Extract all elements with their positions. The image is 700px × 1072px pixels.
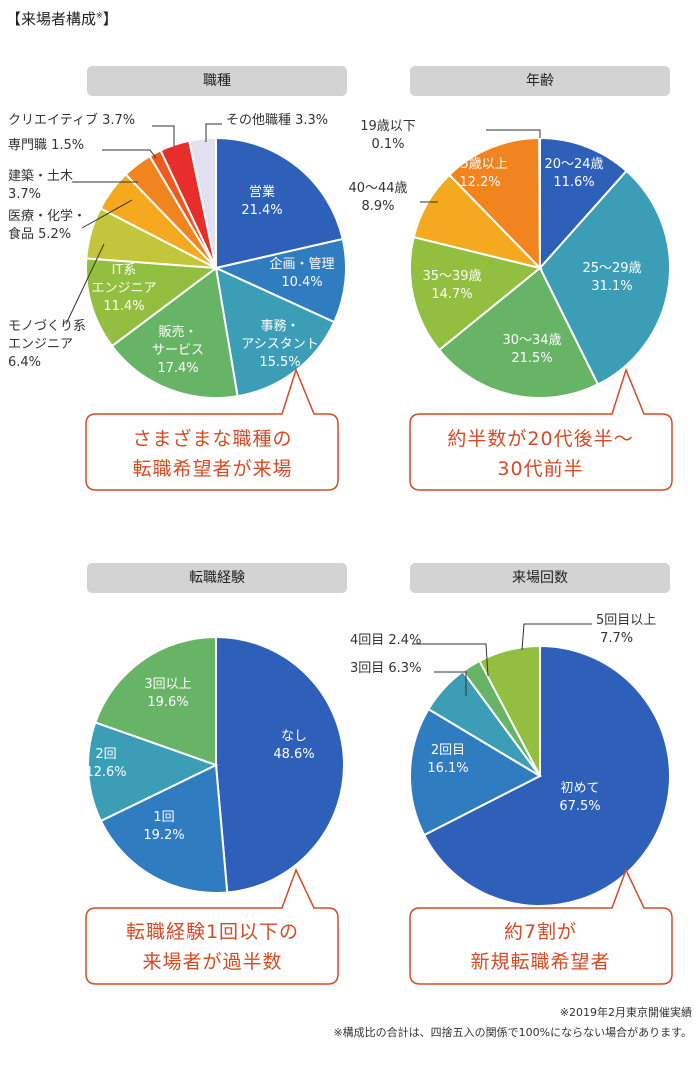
pie-slice — [99, 763, 229, 894]
leader-line — [81, 199, 133, 229]
pie-slice — [94, 635, 217, 767]
leader-line — [412, 643, 489, 677]
callout-bubble — [85, 367, 339, 491]
pie-slice — [110, 266, 239, 399]
pie-slice — [447, 136, 542, 271]
callout-line: 約半数が20代後半～ — [447, 428, 634, 450]
slice-label: 1回 19.2% — [143, 810, 184, 843]
chart-title-visit-count: 来場回数 — [410, 563, 670, 593]
leader-line — [521, 623, 592, 651]
pie-chart-2: なし 48.6% 1回 19.2% 2回 12.6% 3回以上 19.6% — [85, 635, 345, 894]
slice-label: 事務・アシスタント 15.5% — [241, 319, 318, 370]
slice-label: 30～34歳 21.5% — [502, 333, 561, 366]
slice-label: クリエイティブ 3.7% — [8, 112, 135, 128]
slice-label: 初めて 67.5% — [559, 781, 600, 814]
callout-bubble — [409, 868, 673, 985]
pie-slice — [215, 635, 345, 894]
leader-line — [434, 671, 467, 696]
slice-label: なし 48.6% — [273, 729, 314, 762]
callout-job-change: 転職経験1回以下の 来場者が過半数 — [85, 917, 340, 977]
callout-line: さまざまな職種の — [132, 428, 293, 450]
slice-label: 35～39歳 14.7% — [422, 269, 481, 302]
slice-label: 40～44歳 8.9% — [348, 181, 407, 214]
slice-label: 専門職 1.5% — [8, 138, 84, 153]
pie-slice — [538, 169, 671, 386]
pie-slice — [422, 644, 671, 907]
slice-label: 5回目以上 7.7% — [596, 613, 656, 646]
footnote-source: ※2019年2月東京開催実績 — [559, 1006, 692, 1019]
slice-label: モノづくり系エンジニア 6.4% — [8, 319, 86, 370]
slice-label: 20～24歳 11.6% — [544, 157, 603, 190]
chart-title-job-change: 転職経験 — [87, 563, 347, 593]
slice-label: 販売・サービス 17.4% — [152, 324, 204, 376]
slice-label: 医療・化学・食品 5.2% — [8, 208, 86, 242]
slice-label: 2回目 16.1% — [427, 743, 468, 776]
slice-label: IT系エンジニア 11.4% — [91, 263, 156, 314]
callout-bubble — [85, 868, 339, 985]
callout-line: 来場者が過半数 — [142, 951, 283, 973]
slice-label: 企画・管理 10.4% — [269, 256, 334, 290]
callout-bubble — [409, 367, 673, 491]
pie-slice — [87, 721, 219, 823]
pie-slice — [212, 237, 347, 324]
slice-label: 建築・土木 3.7% — [8, 169, 73, 202]
pie-chart-1: 20～24歳 11.6% 25～29歳 31.1% 30～34歳 21.5% 35～39歳 1… — [348, 119, 671, 399]
leader-line — [486, 129, 541, 138]
pie-slice — [437, 266, 600, 399]
pie-slice — [85, 257, 219, 348]
pie-chart-0: 営業 21.4% 企画・管理 10.4% 事務・アシスタント 15.5% 販売・サービス 17… — [8, 112, 347, 399]
leader-line — [65, 243, 105, 325]
callout-age: 約半数が20代後半～ 30代前半 — [408, 424, 673, 484]
slice-label: 45歳以上 12.2% — [452, 157, 508, 190]
pie-slice — [409, 235, 543, 352]
pie-slice — [188, 136, 217, 269]
leader-line — [205, 123, 222, 142]
slice-label: 3回目 6.3% — [350, 661, 421, 676]
callout-line: 新規転職希望者 — [470, 951, 611, 973]
chart-title-occupation: 職種 — [87, 66, 347, 96]
pie-slice — [478, 644, 541, 777]
chart-title-age: 年齢 — [410, 66, 670, 96]
slice-label: 19歳以下 0.1% — [360, 119, 416, 152]
footnote-rounding: ※構成比の合計は、四捨五入の関係で100%にならない場合があります。 — [333, 1026, 692, 1039]
slice-label: 営業 21.4% — [241, 184, 282, 218]
page-title: 【来場者構成※】 — [6, 10, 118, 28]
slice-label: 2回 12.6% — [85, 747, 126, 780]
callout-line: 転職経験1回以下の — [125, 921, 300, 943]
callout-line: 30代前半 — [497, 458, 584, 480]
callout-line: 約7割が — [503, 921, 578, 943]
callout-line: 転職希望者が来場 — [132, 458, 293, 480]
callout-visit-count: 約7割が 新規転職希望者 — [408, 917, 673, 977]
slice-label: 3回以上 19.6% — [144, 677, 191, 710]
slice-label: 4回目 2.4% — [350, 633, 421, 648]
slice-label: その他職種 3.3% — [226, 112, 328, 128]
callout-occupation: さまざまな職種の 転職希望者が来場 — [85, 424, 340, 484]
leader-line — [102, 149, 157, 159]
pie-slice — [215, 136, 344, 270]
leader-line — [152, 125, 175, 146]
pie-slice — [539, 136, 628, 271]
pie-slice — [409, 707, 543, 837]
pie-slice — [538, 136, 541, 269]
slice-label: 25～29歳 31.1% — [582, 261, 641, 294]
pie-chart-3: 初めて 67.5% 2回目 16.1% 3回目 6.3% 4回目 2.4% 5回目以上 7.… — [350, 613, 671, 907]
